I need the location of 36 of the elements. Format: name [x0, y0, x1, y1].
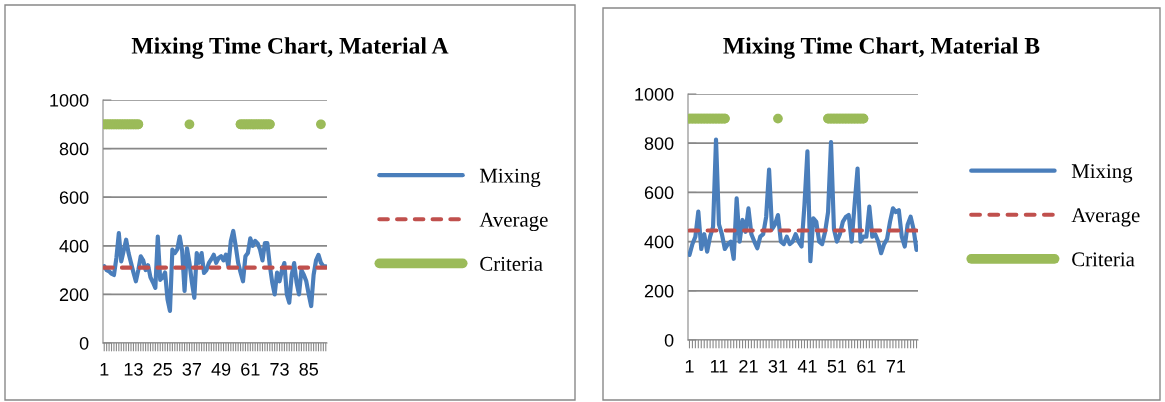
y-tick-label: 1000 [50, 93, 89, 107]
y-tick-label: 600 [59, 191, 89, 204]
x-tick-label: 85 [299, 362, 319, 376]
x-tick-label: 1 [685, 360, 694, 373]
x-tick-label: 31 [768, 359, 788, 373]
y-tick-label: 0 [664, 333, 674, 347]
y-tick-label: 1000 [635, 87, 674, 101]
x-tick-label: 1 [100, 363, 109, 376]
x-tick-label: 37 [182, 362, 202, 376]
x-tick-label: 41 [797, 360, 817, 373]
x-tick-label: 61 [241, 362, 260, 376]
x-tick-label: 51 [827, 360, 847, 373]
y-tick-label: 400 [59, 239, 89, 253]
legend-label: Criteria [1072, 252, 1135, 267]
legend-label: Average [479, 212, 548, 232]
y-tick-label: 400 [644, 235, 674, 249]
x-tick-label: 73 [270, 362, 289, 376]
x-tick-label: 11 [710, 360, 728, 373]
x-tick-label: 49 [211, 362, 231, 376]
y-tick-label: 600 [644, 186, 674, 200]
legend-label: Average [1071, 208, 1140, 227]
x-tick-label: 25 [153, 362, 172, 376]
y-tick-label: 800 [644, 137, 674, 150]
y-tick-label: 0 [79, 336, 89, 350]
chart-title: Mixing Time Chart, Material A [131, 37, 449, 59]
y-tick-label: 800 [59, 142, 89, 156]
x-tick-label: 13 [124, 362, 143, 376]
legend-label: Mixing [479, 168, 541, 187]
y-tick-label: 200 [644, 284, 674, 298]
x-tick-label: 61 [857, 359, 876, 373]
legend-label: Mixing [1071, 164, 1133, 183]
chart-title: Mixing Time Chart, Material B [723, 37, 1040, 59]
x-tick-label: 71 [886, 360, 906, 373]
x-tick-label: 21 [739, 359, 758, 373]
y-tick-label: 200 [59, 288, 89, 302]
legend-label: Criteria [480, 256, 543, 271]
